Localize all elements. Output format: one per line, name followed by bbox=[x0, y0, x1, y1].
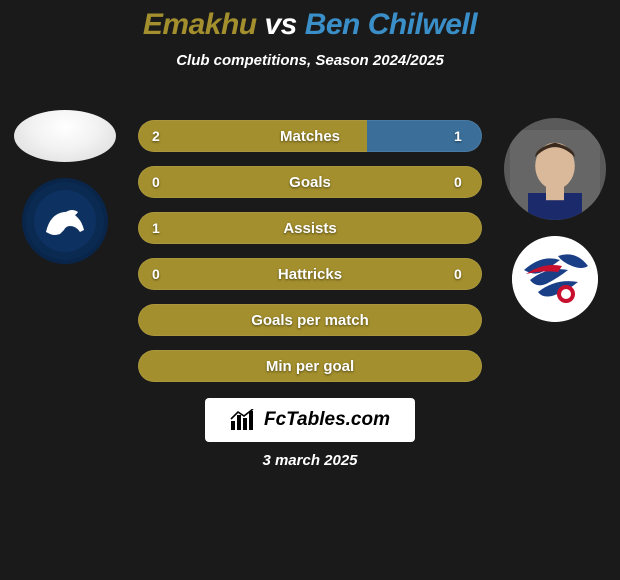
stat-label: Assists bbox=[138, 220, 482, 237]
watermark-text: FcTables.com bbox=[264, 409, 390, 431]
stat-row-goals-per-match: Goals per match bbox=[138, 304, 482, 336]
player2-club-badge bbox=[512, 236, 598, 322]
player2-name: Ben Chilwell bbox=[305, 8, 477, 41]
right-column bbox=[490, 118, 620, 322]
stat-right-value: 1 bbox=[454, 128, 468, 144]
stat-label: Goals bbox=[138, 174, 482, 191]
stat-row-goals: 0 Goals 0 bbox=[138, 166, 482, 198]
player1-club-badge bbox=[22, 178, 108, 264]
stat-right-value: 0 bbox=[454, 266, 468, 282]
face-placeholder-icon bbox=[510, 130, 600, 220]
stat-row-assists: 1 Assists bbox=[138, 212, 482, 244]
stat-left-value: 0 bbox=[152, 174, 166, 190]
stat-label: Min per goal bbox=[138, 358, 482, 375]
lion-icon bbox=[34, 190, 96, 252]
stat-right-value: 0 bbox=[454, 174, 468, 190]
vs-separator: vs bbox=[264, 8, 296, 41]
stat-left-value: 2 bbox=[152, 128, 166, 144]
stat-left-value: 1 bbox=[152, 220, 166, 236]
stat-label: Hattricks bbox=[138, 266, 482, 283]
stat-left-value: 0 bbox=[152, 266, 166, 282]
stat-row-matches: 2 Matches 1 bbox=[138, 120, 482, 152]
date: 3 march 2025 bbox=[0, 452, 620, 469]
eagle-icon bbox=[512, 236, 598, 322]
stat-label: Matches bbox=[138, 128, 482, 145]
left-column bbox=[0, 110, 130, 264]
watermark: FcTables.com bbox=[205, 398, 415, 442]
player2-photo bbox=[504, 118, 606, 220]
comparison-title: Emakhu vs Ben Chilwell bbox=[0, 0, 620, 42]
player1-photo bbox=[14, 110, 116, 162]
stats-bars: 2 Matches 1 0 Goals 0 1 Assists 0 Hattri… bbox=[138, 120, 482, 382]
subtitle: Club competitions, Season 2024/2025 bbox=[0, 52, 620, 69]
stat-row-min-per-goal: Min per goal bbox=[138, 350, 482, 382]
stat-label: Goals per match bbox=[138, 312, 482, 329]
player1-name: Emakhu bbox=[143, 8, 257, 41]
bar-chart-icon bbox=[230, 409, 256, 431]
stat-row-hattricks: 0 Hattricks 0 bbox=[138, 258, 482, 290]
